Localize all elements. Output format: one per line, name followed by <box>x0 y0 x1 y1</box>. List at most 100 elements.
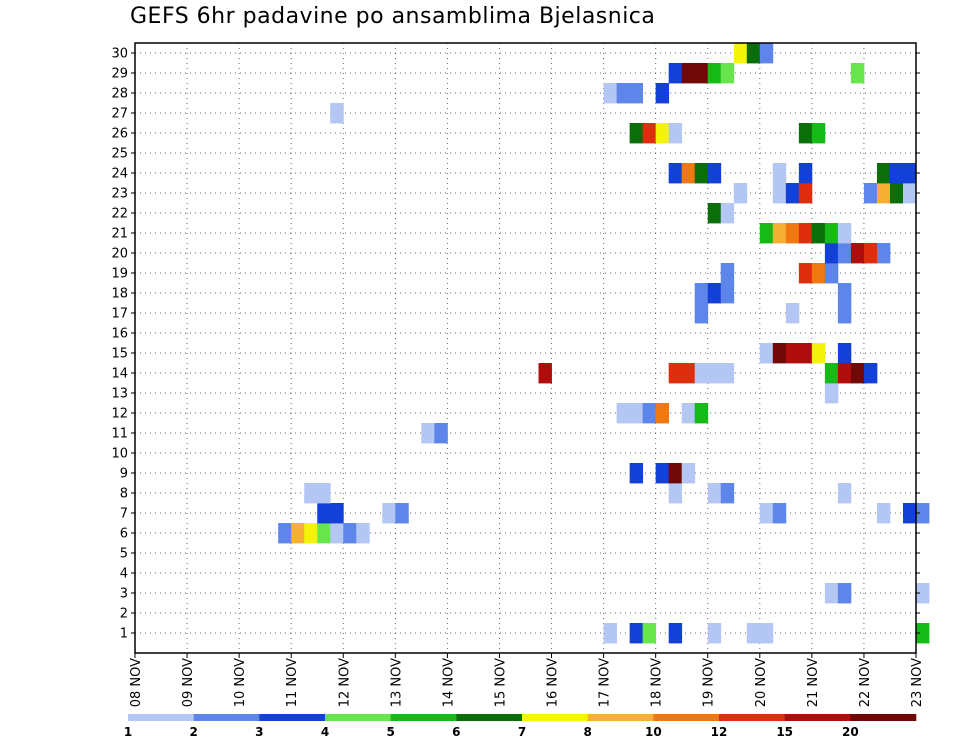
heatmap-cell <box>668 163 683 184</box>
y-tick-label: 7 <box>120 507 128 522</box>
colorbar-swatch <box>128 714 194 721</box>
colorbar-label: 6 <box>452 725 460 739</box>
axes: 1234567891011121314151617181920212223242… <box>111 42 925 707</box>
gridlines <box>135 43 916 653</box>
heatmap-cell <box>382 503 396 524</box>
x-tick-label: 13 NOV <box>389 658 404 707</box>
heatmap-cell <box>668 463 683 484</box>
colorbar-label: 8 <box>583 725 591 739</box>
heatmap-cell <box>304 483 318 504</box>
heatmap-cell <box>668 363 683 384</box>
heatmap-cell <box>629 83 644 104</box>
heatmap-cell <box>642 403 657 424</box>
heatmap-cell <box>694 283 709 304</box>
heatmap-cell <box>798 343 813 364</box>
heatmap-cell <box>629 623 644 644</box>
heatmap-cell <box>720 363 735 384</box>
x-tick-label: 15 NOV <box>493 658 508 707</box>
heatmap-cell <box>395 503 409 524</box>
plot-frame <box>134 42 917 654</box>
heatmap-cell <box>837 583 852 604</box>
heatmap-cell <box>655 403 670 424</box>
x-tick-label: 16 NOV <box>546 658 561 707</box>
colorbar-swatch <box>587 714 654 721</box>
heatmap-cell <box>889 163 904 184</box>
y-tick-label: 14 <box>111 367 128 382</box>
y-tick-label: 13 <box>111 387 128 402</box>
heatmap-cell <box>759 223 774 244</box>
heatmap-cell <box>837 363 852 384</box>
heatmap-cell <box>720 203 735 224</box>
heatmap-cell <box>837 243 852 264</box>
heatmap-cell <box>837 483 852 504</box>
heatmap-cell <box>837 283 852 304</box>
heatmap-cell <box>824 263 839 284</box>
colorbar-swatch <box>653 714 720 721</box>
heatmap-cell <box>916 623 930 644</box>
heatmap-cell <box>278 523 292 544</box>
heatmap-cell <box>824 383 839 404</box>
heatmap-cell <box>824 223 839 244</box>
heatmap-cell <box>863 183 878 204</box>
heatmap-cell <box>694 363 709 384</box>
heatmap-cell <box>629 463 644 484</box>
y-tick-label: 15 <box>111 347 128 362</box>
heatmap-cell <box>707 623 722 644</box>
heatmap-cell <box>616 83 631 104</box>
y-tick-label: 21 <box>111 227 128 242</box>
heatmap-cell <box>681 363 696 384</box>
y-tick-label: 4 <box>120 567 128 582</box>
heatmap-cell <box>902 503 917 524</box>
colorbar-label: 12 <box>711 725 728 739</box>
heatmap-cell <box>811 223 826 244</box>
y-tick-label: 20 <box>111 247 128 262</box>
heatmap-cell <box>668 483 683 504</box>
x-tick-label: 08 NOV <box>129 658 144 707</box>
colorbar-swatch <box>390 714 457 721</box>
x-tick-label: 10 NOV <box>233 658 248 707</box>
colorbar-label: 3 <box>255 725 263 739</box>
heatmap-cell <box>772 503 787 524</box>
y-tick-label: 8 <box>120 487 128 502</box>
heatmap-cell <box>837 343 852 364</box>
heatmap-cell <box>876 243 891 264</box>
x-tick-label: 17 NOV <box>598 658 613 707</box>
heatmap-cell <box>824 243 839 264</box>
y-tick-label: 22 <box>111 207 128 222</box>
heatmap-cell <box>603 83 618 104</box>
heatmap-cell <box>850 63 865 84</box>
heatmap-cell <box>291 523 305 544</box>
colorbar-swatch <box>784 714 851 721</box>
y-tick-label: 27 <box>111 107 128 122</box>
heatmap-cell <box>317 483 331 504</box>
heatmap-cell <box>889 183 904 204</box>
heatmap-cell <box>785 303 800 324</box>
heatmap-cell <box>837 303 852 324</box>
heatmap-cell <box>759 43 774 64</box>
heatmap-cell <box>863 243 878 264</box>
heatmap-cell <box>317 523 331 544</box>
heatmap-cell <box>798 183 813 204</box>
heatmap-cell <box>343 523 357 544</box>
y-tick-label: 5 <box>120 547 128 562</box>
x-tick-label: 11 NOV <box>285 658 300 707</box>
heatmap-cell <box>720 283 735 304</box>
colorbar-swatch <box>850 714 917 721</box>
heatmap-cells <box>278 43 930 644</box>
heatmap-cell <box>668 63 683 84</box>
heatmap-cell <box>681 403 696 424</box>
colorbar-swatch <box>193 714 260 721</box>
heatmap-cell <box>317 503 331 524</box>
heatmap-cell <box>668 123 683 144</box>
heatmap-cell <box>811 123 826 144</box>
colorbar-label: 7 <box>518 725 526 739</box>
heatmap-cell <box>759 503 774 524</box>
y-tick-label: 24 <box>111 167 128 182</box>
colorbar-label: 1 <box>124 725 132 739</box>
heatmap-cell <box>720 63 735 84</box>
heatmap-cell <box>668 623 683 644</box>
heatmap-cell <box>304 523 318 544</box>
y-tick-label: 30 <box>111 47 128 62</box>
x-tick-label: 23 NOV <box>910 658 925 707</box>
colorbar-label: 15 <box>776 725 793 739</box>
